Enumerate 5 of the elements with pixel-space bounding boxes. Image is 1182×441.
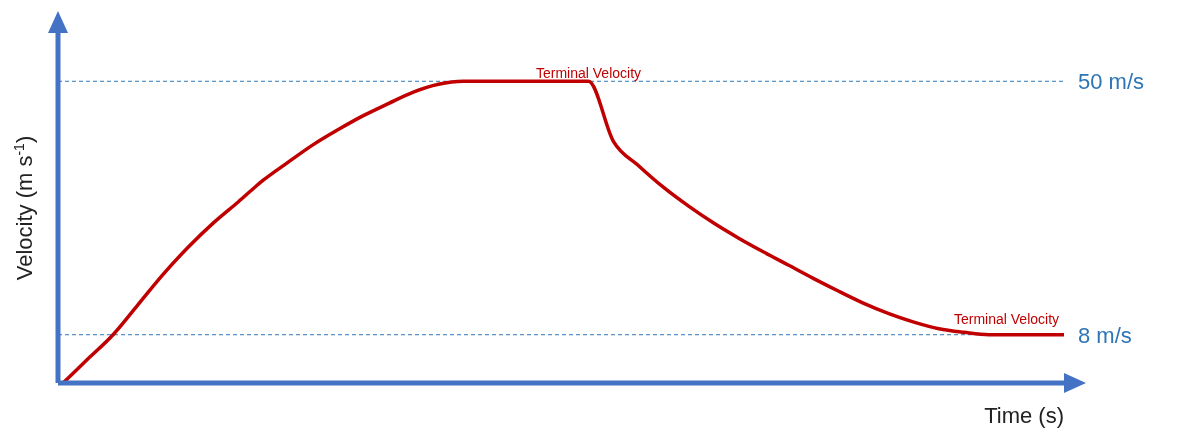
ref-line-label: 8 m/s <box>1078 322 1132 348</box>
x-axis-title: Time (s) <box>984 403 1064 428</box>
annotation: Terminal Velocity <box>536 65 642 82</box>
annotation: Terminal Velocity <box>954 310 1060 327</box>
ref-line-label: 50 m/s <box>1078 69 1145 95</box>
